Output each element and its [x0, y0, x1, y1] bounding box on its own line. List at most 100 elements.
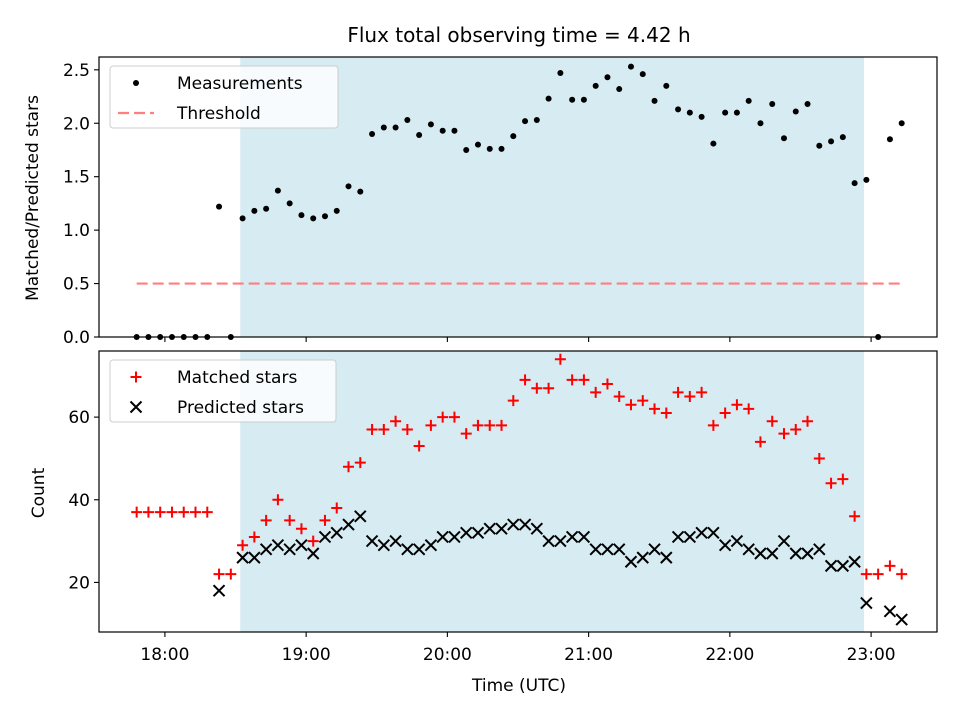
matched-star-point: [319, 514, 331, 526]
observing-window-shade: [240, 351, 865, 632]
y-axis-label-bottom: Count: [29, 467, 49, 518]
matched-star-point: [578, 374, 590, 386]
y-tick-label: 60: [68, 408, 90, 428]
measurement-point: [745, 97, 752, 104]
matched-star-point: [672, 386, 684, 398]
predicted-star-point: [389, 534, 402, 548]
matched-star-point: [401, 424, 413, 436]
predicted-star-point: [742, 543, 755, 556]
axes-frame: [98, 56, 938, 338]
measurement-point: [321, 213, 328, 220]
matched-star-point: [860, 568, 872, 580]
matched-star-point: [637, 395, 649, 407]
matched-star-point: [566, 374, 578, 386]
measurement-point: [239, 215, 246, 222]
matched-star-point: [590, 386, 602, 398]
matched-star-point: [766, 415, 778, 427]
measurement-point: [804, 101, 811, 108]
matched-star-point: [190, 506, 202, 518]
measurement-point: [639, 71, 646, 78]
matched-star-point: [507, 395, 519, 407]
measurement-point: [651, 97, 658, 104]
measurement-point: [357, 188, 364, 195]
matched-star-point: [260, 514, 272, 526]
legend-marker-x: [129, 400, 143, 414]
measurement-point: [898, 120, 905, 127]
measurement-point: [828, 138, 835, 145]
matched-star-point: [390, 415, 402, 427]
matched-star-point: [778, 428, 790, 440]
legend-marker-dot: [133, 80, 139, 86]
predicted-star-point: [342, 518, 355, 531]
predicted-star-point: [518, 518, 532, 531]
measurement-point: [380, 124, 387, 131]
predicted-star-point: [577, 530, 591, 544]
measurement-point: [451, 127, 458, 134]
measurement-point: [463, 146, 470, 153]
predicted-star-point: [636, 551, 649, 564]
matched-star-point: [825, 477, 837, 489]
measurement-point: [722, 109, 729, 116]
predicted-star-point: [436, 530, 449, 544]
matched-star-point: [849, 510, 861, 522]
y-tick-label: 20: [68, 573, 90, 593]
measurement-point: [286, 200, 293, 207]
bottom-panel: 20 40 60 18:00 19:00 20:00 21:00 22:00 23:00 Matc…: [68, 350, 938, 665]
measurement-point: [427, 121, 434, 128]
measurement-point: [839, 134, 846, 141]
measurement-point: [792, 108, 799, 115]
measurement-point: [851, 180, 858, 187]
matched-star-point: [496, 419, 508, 431]
measurement-point: [392, 124, 399, 131]
matched-star-point: [484, 419, 496, 431]
predicted-star-point: [448, 530, 461, 544]
measurement-point: [733, 109, 740, 116]
predicted-star-point: [565, 530, 579, 544]
measurement-point: [416, 132, 423, 139]
matched-star-point: [272, 494, 284, 506]
axes-frame: [98, 350, 938, 633]
measurement-point: [557, 70, 564, 77]
matched-star-point: [707, 419, 719, 431]
y-tick-label: 1.0: [63, 221, 90, 241]
x-tick-label: 23:00: [847, 645, 896, 665]
measurement-point: [310, 215, 317, 222]
matched-star-point: [613, 390, 625, 402]
measurement-point: [522, 118, 529, 125]
predicted-star-point: [660, 551, 673, 564]
predicted-star-point: [307, 547, 320, 560]
predicted-star-point: [754, 547, 767, 560]
matched-star-point: [225, 568, 237, 580]
predicted-star-point: [624, 555, 638, 568]
predicted-star-point: [259, 543, 273, 556]
matched-star-point: [684, 390, 696, 402]
matched-star-point: [625, 399, 637, 411]
matched-star-point: [201, 506, 213, 518]
predicted-star-point: [236, 551, 249, 564]
measurement-point: [439, 127, 446, 134]
predicted-star-point: [495, 522, 508, 535]
measurement-point: [510, 133, 517, 140]
x-axis-label: Time (UTC): [471, 676, 566, 696]
predicted-star-point: [330, 526, 343, 540]
predicted-star-point: [318, 530, 332, 544]
matched-star-point: [754, 436, 766, 448]
matched-star-point: [790, 424, 802, 436]
predicted-star-point: [412, 543, 426, 556]
matched-star-point: [813, 452, 825, 464]
legend-label: Measurements: [177, 74, 303, 94]
predicted-star-point: [295, 539, 308, 552]
matched-star-point: [425, 419, 437, 431]
legend-label: Predicted stars: [177, 398, 304, 418]
measurement-point: [274, 187, 281, 194]
measurement-point: [369, 130, 376, 137]
measurement-point: [757, 120, 764, 127]
matched-star-point: [884, 560, 896, 572]
matched-star-point: [719, 407, 731, 419]
measurement-point: [592, 82, 599, 89]
measurement-point: [345, 183, 352, 190]
predicted-star-point: [718, 539, 732, 552]
matched-star-point: [237, 539, 249, 551]
matched-star-point: [295, 523, 307, 535]
measurement-point: [886, 136, 893, 143]
